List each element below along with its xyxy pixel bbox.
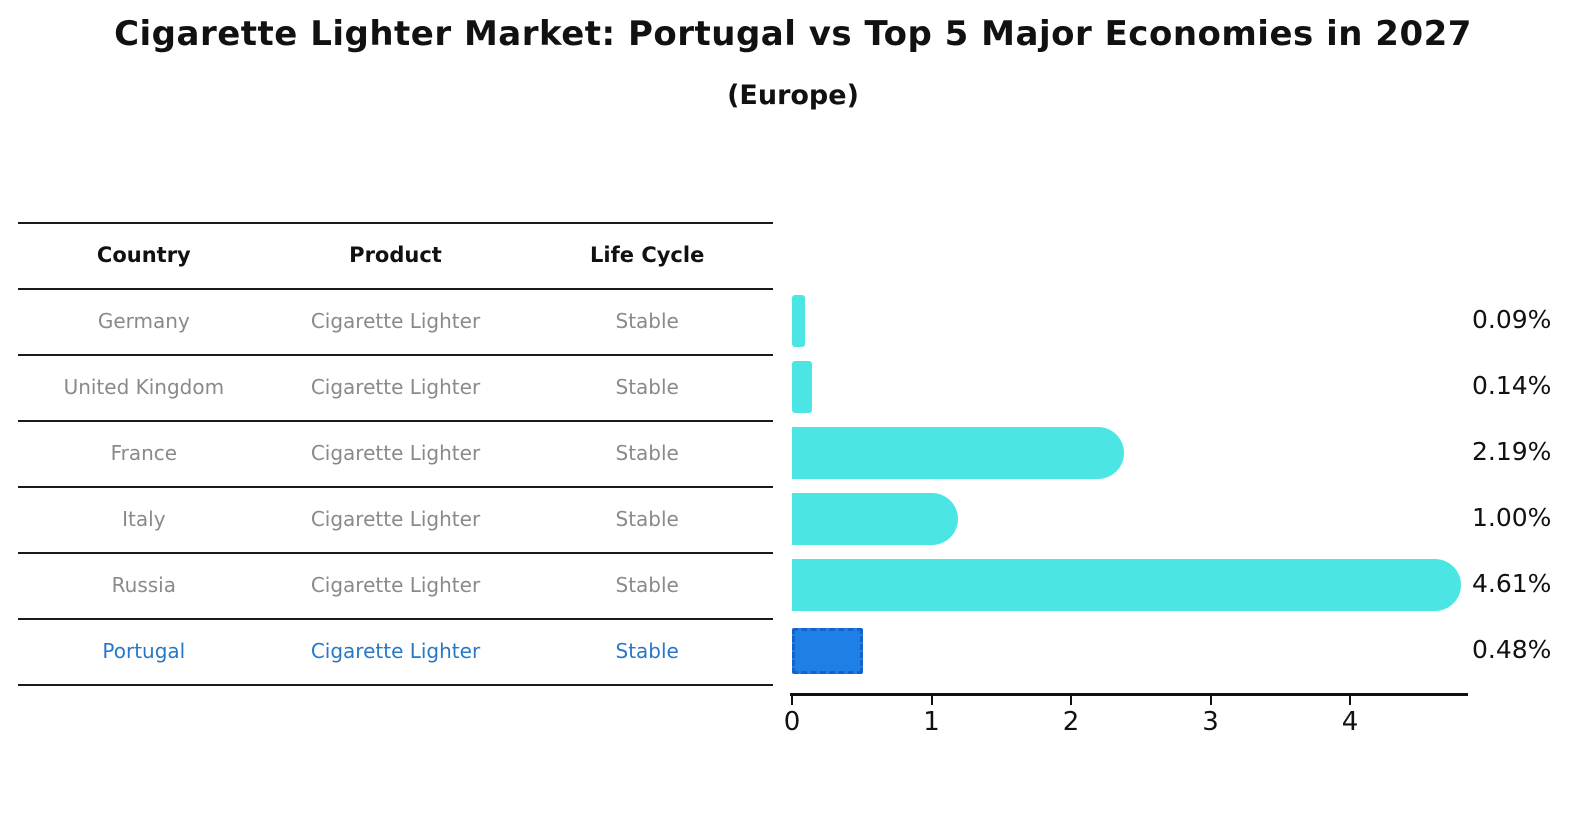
- bar-value-label: 0.48%: [1472, 635, 1552, 664]
- table-divider-line: [18, 222, 773, 224]
- x-axis-tick: [930, 696, 933, 705]
- table-divider-line: [18, 552, 773, 554]
- table-cell-country: Italy: [122, 507, 166, 531]
- table-cell-product: Cigarette Lighter: [310, 441, 481, 465]
- x-axis-tick-label: 4: [1341, 707, 1359, 737]
- table-cell-product: Cigarette Lighter: [310, 639, 481, 663]
- bar-united-kingdom: [792, 361, 812, 413]
- table-header-cell: Country: [96, 243, 191, 267]
- table-cell-life-cycle: Stable: [615, 441, 679, 465]
- table-cell-product: Cigarette Lighter: [310, 309, 481, 333]
- bar-italy: [792, 493, 958, 545]
- table-cell-country: Russia: [111, 573, 176, 597]
- bar-value-label: 2.19%: [1472, 437, 1552, 466]
- x-axis-tick-label: 3: [1202, 707, 1219, 737]
- table-cell-life-cycle: Stable: [615, 639, 679, 663]
- table-row: Germany Cigarette Lighter Stable: [18, 288, 773, 354]
- x-axis-tick-label: 0: [783, 707, 801, 737]
- table-row: United Kingdom Cigarette Lighter Stable: [18, 354, 773, 420]
- table-row: France Cigarette Lighter Stable: [18, 420, 773, 486]
- table-cell-country: France: [110, 441, 178, 465]
- table-cell-life-cycle: Stable: [615, 507, 679, 531]
- bar-highlight-portugal: [792, 628, 863, 674]
- bar-value-label: 0.09%: [1472, 305, 1552, 334]
- bar-value-label: 0.14%: [1472, 371, 1552, 400]
- chart-title: Cigarette Lighter Market: Portugal vs To…: [114, 14, 1472, 54]
- x-axis-tick: [1209, 696, 1212, 705]
- table-cell-life-cycle: Stable: [615, 375, 679, 399]
- table-row: Portugal Cigarette Lighter Stable: [18, 618, 773, 684]
- bar-value-label: 1.00%: [1472, 503, 1552, 532]
- x-axis-tick: [791, 696, 793, 705]
- table-divider-line: [18, 288, 773, 290]
- x-axis-tick: [1349, 696, 1351, 705]
- table-divider-line: [18, 684, 773, 686]
- bar-value-label: 4.61%: [1472, 569, 1552, 598]
- table-cell-life-cycle: Stable: [615, 309, 679, 333]
- table-cell-country: Portugal: [102, 639, 186, 663]
- x-axis-line: [790, 693, 1468, 696]
- table-divider-line: [18, 486, 773, 488]
- table-divider-line: [18, 618, 773, 620]
- bar-france: [792, 427, 1124, 479]
- table-cell-product: Cigarette Lighter: [310, 375, 481, 399]
- bar-germany: [792, 295, 805, 347]
- table-cell-product: Cigarette Lighter: [310, 573, 481, 597]
- table-cell-country: Germany: [97, 309, 190, 333]
- x-axis-tick-label: 2: [1062, 707, 1080, 737]
- table-divider-line: [18, 420, 773, 422]
- bar-russia: [792, 559, 1462, 611]
- table-header-row: Country Product Life Cycle: [18, 222, 773, 288]
- table-divider-line: [18, 354, 773, 356]
- x-axis-tick-label: 1: [923, 707, 940, 737]
- chart-subtitle: (Europe): [727, 80, 859, 111]
- table-row: Russia Cigarette Lighter Stable: [18, 552, 773, 618]
- table-header-cell: Product: [349, 243, 442, 267]
- table-cell-country: United Kingdom: [63, 375, 225, 399]
- x-axis-tick: [1070, 696, 1072, 705]
- table-cell-product: Cigarette Lighter: [310, 507, 481, 531]
- table-row: Italy Cigarette Lighter Stable: [18, 486, 773, 552]
- table-cell-life-cycle: Stable: [615, 573, 679, 597]
- table-header-cell: Life Cycle: [590, 243, 705, 267]
